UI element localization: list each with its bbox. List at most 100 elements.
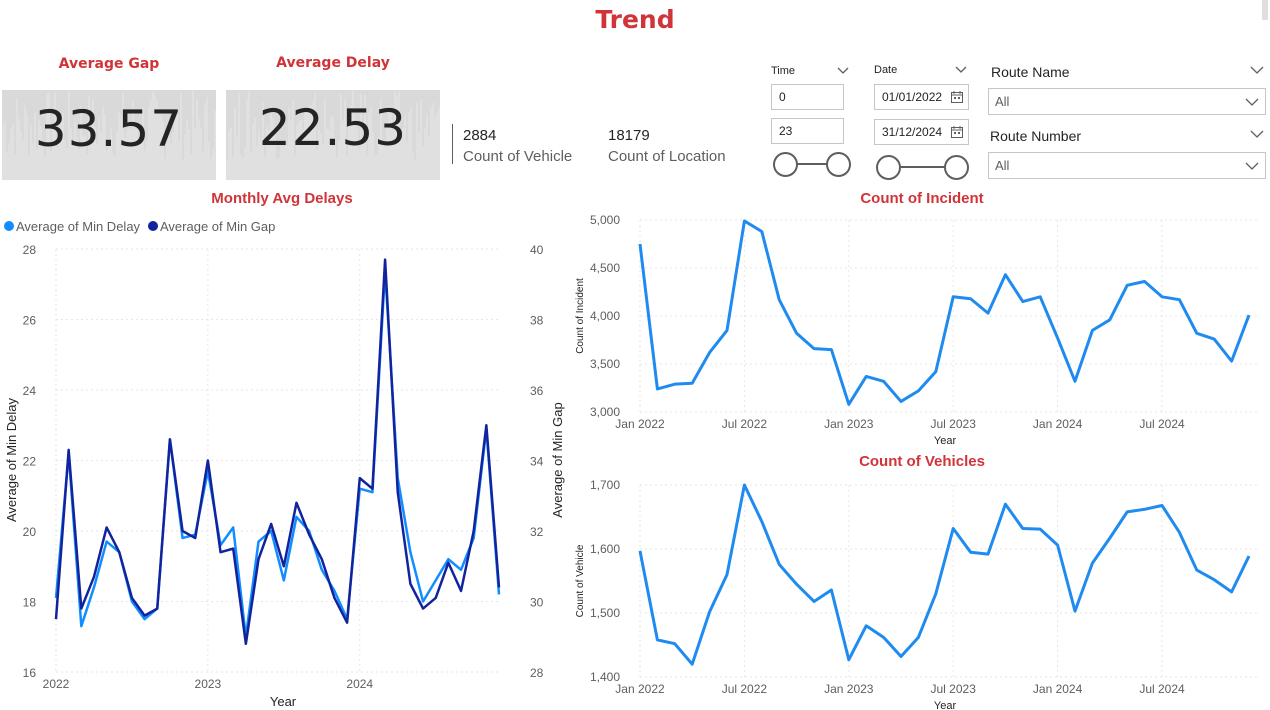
date-end-input[interactable]: 31/12/2024 xyxy=(874,119,969,145)
time-min-input[interactable]: 0 xyxy=(771,84,844,110)
y-axis-title: Count of Vehicle xyxy=(575,544,586,617)
count-of-incident-chart: Count of Incident 3,000 3,500 4,000 4,500 5,0… xyxy=(575,190,1260,447)
kpi-card-average-delay: Average Delay 22.53 xyxy=(226,52,440,182)
y-tick-label: 20 xyxy=(23,525,37,539)
x-tick-label: 2024 xyxy=(346,677,373,691)
y2-tick-label: 34 xyxy=(530,455,544,469)
y-tick-label: 4,500 xyxy=(590,261,620,275)
route-number-dropdown[interactable]: All xyxy=(988,152,1266,179)
route-number-selected: All xyxy=(995,158,1010,173)
y2-axis-title: Average of Min Gap xyxy=(550,402,565,517)
scrollbar[interactable] xyxy=(1262,0,1268,20)
kpi-title: Average Delay xyxy=(276,55,390,71)
legend-label: Average of Min Gap xyxy=(160,219,275,234)
time-slider-max-handle[interactable] xyxy=(826,152,851,177)
y-tick-label: 28 xyxy=(23,243,37,257)
stat-vehicle-count: 2884 xyxy=(463,127,497,144)
x-tick-label: Jul 2023 xyxy=(931,417,977,431)
y2-tick-label: 36 xyxy=(530,384,544,398)
x-tick-label: Jan 2024 xyxy=(1033,417,1083,431)
x-tick-label: Jul 2024 xyxy=(1139,417,1185,431)
stat-vehicle-label: Count of Vehicle xyxy=(463,148,573,165)
y-axis-title: Average of Min Delay xyxy=(4,397,19,522)
legend-label: Average of Min Delay xyxy=(16,219,141,234)
x-axis-title: Year xyxy=(934,435,957,447)
chevron-down-icon[interactable] xyxy=(955,66,967,74)
time-slicer-title: Time xyxy=(771,65,796,77)
x-axis-title: Year xyxy=(270,694,297,709)
y-tick-label: 3,000 xyxy=(590,405,620,419)
series-line-min-delay xyxy=(54,268,501,638)
y-tick-label: 4,000 xyxy=(590,309,620,323)
y2-tick-label: 28 xyxy=(530,666,544,680)
kpi-value: 33.57 xyxy=(34,100,184,158)
kpi-value: 22.53 xyxy=(258,99,408,157)
x-tick-label: Jul 2022 xyxy=(722,417,768,431)
x-tick-label: Jul 2022 xyxy=(722,682,768,696)
chart-title: Count of Incident xyxy=(860,190,983,207)
x-tick-label: Jan 2023 xyxy=(824,682,874,696)
route-name-title: Route Name xyxy=(991,64,1070,80)
kpi-texture xyxy=(2,90,216,180)
y-axis-title: Count of Incident xyxy=(575,278,586,354)
route-name-dropdown[interactable]: All xyxy=(988,88,1266,115)
y-tick-label: 26 xyxy=(23,314,37,328)
date-start-input[interactable]: 01/01/2022 xyxy=(874,84,969,110)
legend-marker xyxy=(148,221,158,231)
date-slider-start-handle[interactable] xyxy=(876,155,901,180)
x-tick-label: 2023 xyxy=(195,677,222,691)
chevron-down-icon[interactable] xyxy=(1250,130,1264,139)
x-tick-label: Jan 2022 xyxy=(615,417,665,431)
time-slicer: Time 0 23 xyxy=(770,62,851,182)
date-slider-end-handle[interactable] xyxy=(944,155,969,180)
y-tick-label: 5,000 xyxy=(590,213,620,227)
chart-title: Monthly Avg Delays xyxy=(211,190,352,207)
route-number-title: Route Number xyxy=(990,128,1082,144)
x-tick-label: Jul 2024 xyxy=(1139,682,1185,696)
count-of-vehicles-chart: Count of Vehicles 1,400 1,500 1,600 1,700 Jan… xyxy=(575,453,1260,710)
date-slicer: Date 01/01/2022 31/12/2024 xyxy=(873,62,971,182)
calendar-icon[interactable] xyxy=(951,91,963,103)
time-slider-track xyxy=(784,163,840,165)
y-tick-label: 22 xyxy=(23,455,37,469)
chevron-down-icon xyxy=(1245,162,1259,170)
series-line xyxy=(638,219,1251,406)
chevron-down-icon[interactable] xyxy=(1250,66,1264,75)
y-tick-label: 16 xyxy=(23,666,37,680)
x-tick-label: Jan 2022 xyxy=(615,682,665,696)
time-slider-min-handle[interactable] xyxy=(773,152,798,177)
time-max-input[interactable]: 23 xyxy=(771,118,844,144)
date-slicer-title: Date xyxy=(874,64,898,76)
kpi-card-average-gap: Average Gap 33.57 xyxy=(2,52,216,182)
kpi-background xyxy=(2,90,216,180)
stat-divider xyxy=(452,124,453,164)
kpi-texture xyxy=(226,90,440,180)
y-tick-label: 1,600 xyxy=(590,542,620,556)
y2-tick-label: 38 xyxy=(530,314,544,328)
chevron-down-icon[interactable] xyxy=(837,67,849,75)
series-line-min-gap xyxy=(54,258,501,646)
stat-location-label: Count of Location xyxy=(608,148,726,165)
y-tick-label: 18 xyxy=(23,596,37,610)
kpi-background xyxy=(226,90,440,180)
chart-title: Count of Vehicles xyxy=(859,453,985,470)
x-tick-label: Jul 2023 xyxy=(931,682,977,696)
page-title: Trend xyxy=(595,5,675,34)
monthly-avg-delays-chart: Monthly Avg Delays Average of Min Delay Av… xyxy=(4,190,565,709)
date-end-value: 31/12/2024 xyxy=(882,125,943,139)
route-name-selected: All xyxy=(995,94,1010,109)
y2-tick-label: 32 xyxy=(530,525,544,539)
calendar-icon[interactable] xyxy=(951,126,963,138)
stat-location-count: 18179 xyxy=(608,127,650,144)
y2-tick-label: 30 xyxy=(530,596,544,610)
x-tick-label: Jan 2023 xyxy=(824,417,874,431)
date-slider-track xyxy=(887,166,957,168)
chevron-down-icon xyxy=(1245,98,1259,106)
y-tick-label: 1,700 xyxy=(590,478,620,492)
y-tick-label: 1,500 xyxy=(590,606,620,620)
y-tick-label: 3,500 xyxy=(590,357,620,371)
y2-tick-label: 40 xyxy=(530,243,544,257)
date-start-value: 01/01/2022 xyxy=(882,90,943,104)
x-tick-label: Jan 2024 xyxy=(1033,682,1083,696)
y-tick-label: 1,400 xyxy=(590,670,620,684)
